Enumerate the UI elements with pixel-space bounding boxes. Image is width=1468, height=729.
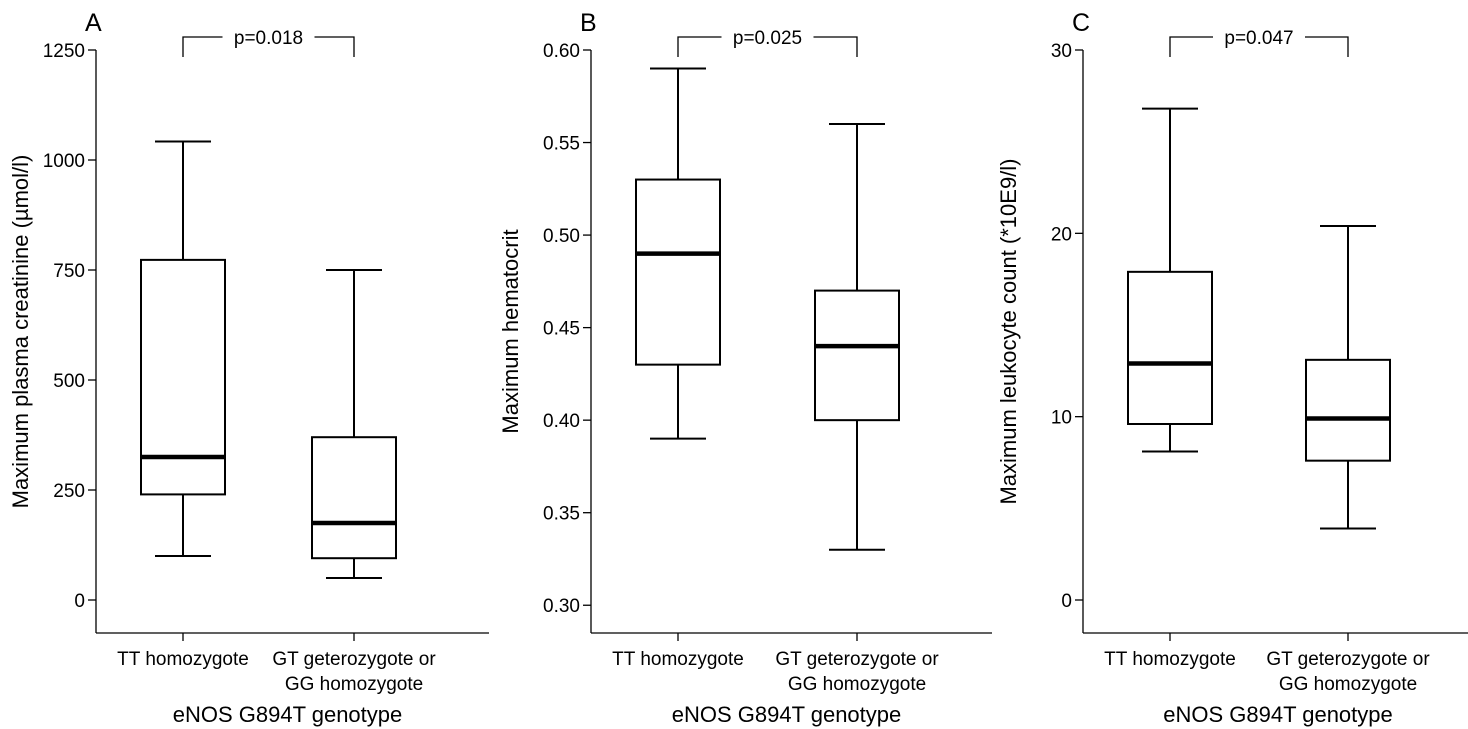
category-label: TT homozygote xyxy=(1104,649,1236,670)
bracket-right xyxy=(813,36,858,57)
box-iqr xyxy=(311,436,397,560)
category-label: GT geterozygote or xyxy=(1266,649,1430,670)
box-iqr xyxy=(814,289,900,422)
bracket-right xyxy=(314,36,355,57)
y-tick-label: 20 xyxy=(1051,224,1072,245)
y-axis-title: Maximum plasma creatinine (µmol/l) xyxy=(8,155,33,509)
box-iqr xyxy=(1305,358,1391,462)
panel-c: 0 10 20 30 Maximum leukocyte count (*10E9/l)… xyxy=(996,9,1468,727)
category-label-line2: GG homozygote xyxy=(788,674,926,695)
category-label: TT homozygote xyxy=(612,649,744,670)
panel-letter: C xyxy=(1072,9,1090,37)
y-tick-label: 0 xyxy=(1061,591,1072,612)
category-label-line2: GG homozygote xyxy=(1279,674,1417,695)
y-tick-label: 0 xyxy=(74,591,85,612)
panel-b: 0.30 0.35 0.40 0.45 0.50 0.55 0.60 Maximum hema… xyxy=(498,9,992,727)
p-value-label: p=0.025 xyxy=(733,28,802,49)
y-tick-label: 0.50 xyxy=(543,226,580,247)
y-tick-label: 500 xyxy=(53,371,85,392)
p-value-label: p=0.047 xyxy=(1224,28,1293,49)
bracket-left xyxy=(182,36,223,57)
box-iqr xyxy=(635,178,721,366)
y-axis-title: Maximum hematocrit xyxy=(498,229,523,433)
bracket-left xyxy=(1169,36,1213,57)
panel-letter: B xyxy=(580,9,597,37)
p-value-label: p=0.018 xyxy=(234,28,303,49)
y-tick-label: 0.55 xyxy=(543,134,580,155)
y-tick-label: 0.35 xyxy=(543,504,580,525)
panel-a: 0 250 500 750 1000 1250 Maximum plasma creatin… xyxy=(8,9,489,727)
y-tick-label: 0.45 xyxy=(543,319,580,340)
y-tick-label: 250 xyxy=(53,481,85,502)
y-tick-label: 0.30 xyxy=(543,596,580,617)
x-axis-title: eNOS G894T genotype xyxy=(1163,702,1393,727)
y-tick-label: 1000 xyxy=(43,151,85,172)
bracket-right xyxy=(1305,36,1349,57)
panel-letter: A xyxy=(85,9,102,37)
y-tick-label: 10 xyxy=(1051,408,1072,429)
x-axis-title: eNOS G894T genotype xyxy=(672,702,902,727)
category-label-line2: GG homozygote xyxy=(285,674,423,695)
y-axis-title: Maximum leukocyte count (*10E9/l) xyxy=(996,158,1021,504)
category-label: GT geterozygote or xyxy=(775,649,939,670)
category-label: GT geterozygote or xyxy=(272,649,436,670)
box-iqr xyxy=(1127,270,1213,426)
y-tick-label: 30 xyxy=(1051,41,1072,62)
x-axis-title: eNOS G894T genotype xyxy=(173,702,403,727)
bracket-left xyxy=(677,36,722,57)
y-tick-label: 750 xyxy=(53,261,85,282)
category-label: TT homozygote xyxy=(117,649,249,670)
y-tick-label: 0.60 xyxy=(543,41,580,62)
y-tick-label: 0.40 xyxy=(543,411,580,432)
y-tick-label: 1250 xyxy=(43,41,85,62)
